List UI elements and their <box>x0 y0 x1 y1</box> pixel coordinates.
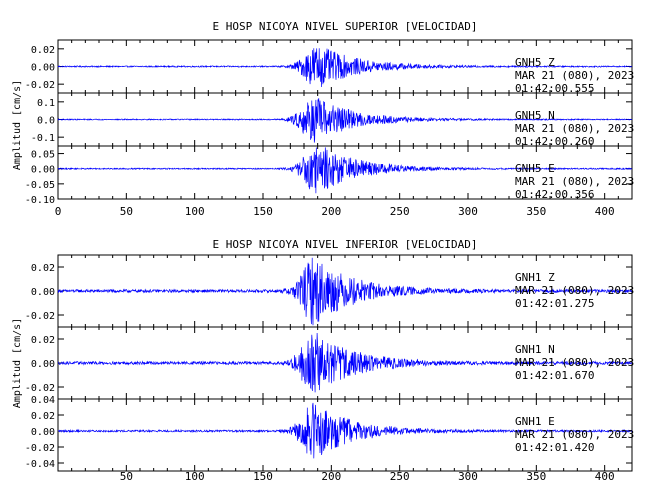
time-label: 01:42:00.555 <box>515 82 594 95</box>
y-tick-label: -0.10 <box>25 195 55 206</box>
waveform-line <box>57 257 633 326</box>
y-tick-label: -0.02 <box>25 80 55 91</box>
y-tick-label: -0.1 <box>31 133 55 144</box>
waveform-line <box>57 147 633 194</box>
x-tick-label: 400 <box>595 470 615 483</box>
y-tick-label: -0.05 <box>25 180 55 191</box>
y-tick-label: 0.02 <box>31 263 55 274</box>
waveform-line <box>57 48 633 88</box>
chart-title: E HOSP NICOYA NIVEL SUPERIOR [VELOCIDAD] <box>213 20 478 33</box>
x-tick-label: 350 <box>526 205 546 218</box>
date-label: MAR 21 (080), 2023 <box>515 69 634 82</box>
waveform-line <box>57 332 633 393</box>
chart-panel-1: E HOSP NICOYA NIVEL SUPERIOR [VELOCIDAD]… <box>12 20 634 218</box>
waveform-line <box>57 402 633 459</box>
y-tick-label: 0.02 <box>31 411 55 422</box>
x-tick-label: 200 <box>321 205 341 218</box>
chart-title: E HOSP NICOYA NIVEL INFERIOR [VELOCIDAD] <box>213 238 478 251</box>
station-label: GNH1 N <box>515 343 555 356</box>
time-label: 01:42:00.260 <box>515 135 594 148</box>
x-tick-label: 0 <box>55 205 62 218</box>
date-label: MAR 21 (080), 2023 <box>515 122 634 135</box>
waveform-line <box>57 98 633 143</box>
date-label: MAR 21 (080), 2023 <box>515 356 634 369</box>
y-tick-label: 0.1 <box>37 98 55 109</box>
x-tick-label: 50 <box>120 205 133 218</box>
y-tick-label: 0.0 <box>37 116 55 127</box>
y-tick-label: 0.00 <box>31 287 55 298</box>
y-tick-label: -0.04 <box>25 459 55 470</box>
date-label: MAR 21 (080), 2023 <box>515 428 634 441</box>
date-label: MAR 21 (080), 2023 <box>515 175 634 188</box>
x-tick-label: 300 <box>458 205 478 218</box>
x-tick-label: 100 <box>185 205 205 218</box>
y-axis-label: Amplitud [cm/s] <box>12 318 23 408</box>
x-tick-label: 250 <box>390 470 410 483</box>
date-label: MAR 21 (080), 2023 <box>515 284 634 297</box>
x-tick-label: 400 <box>595 205 615 218</box>
x-tick-label: 150 <box>253 205 273 218</box>
x-tick-label: 100 <box>185 470 205 483</box>
station-label: GNH5 Z <box>515 56 555 69</box>
x-tick-label: 350 <box>526 470 546 483</box>
time-label: 01:42:00.356 <box>515 188 594 201</box>
y-tick-label: 0.00 <box>31 359 55 370</box>
station-label: GNH5 E <box>515 162 555 175</box>
y-tick-label: 0.00 <box>31 165 55 176</box>
y-tick-label: 0.02 <box>31 335 55 346</box>
station-label: GNH1 E <box>515 415 555 428</box>
y-tick-label: 0.00 <box>31 63 55 74</box>
time-label: 01:42:01.670 <box>515 369 594 382</box>
y-tick-label: 0.02 <box>31 45 55 56</box>
y-tick-label: -0.02 <box>25 383 55 394</box>
y-axis-label: Amplitud [cm/s] <box>12 80 23 170</box>
station-label: GNH1 Z <box>515 271 555 284</box>
x-tick-label: 50 <box>120 470 133 483</box>
station-label: GNH5 N <box>515 109 555 122</box>
y-tick-label: -0.02 <box>25 311 55 322</box>
y-tick-label: -0.02 <box>25 443 55 454</box>
y-tick-label: 0.04 <box>31 395 55 406</box>
x-tick-label: 300 <box>458 470 478 483</box>
x-tick-label: 250 <box>390 205 410 218</box>
x-tick-label: 200 <box>321 470 341 483</box>
y-tick-label: 0.00 <box>31 427 55 438</box>
time-label: 01:42:01.275 <box>515 297 594 310</box>
chart-panel-2: E HOSP NICOYA NIVEL INFERIOR [VELOCIDAD]… <box>12 238 634 483</box>
time-label: 01:42:01.420 <box>515 441 594 454</box>
x-tick-label: 150 <box>253 470 273 483</box>
y-tick-label: 0.05 <box>31 150 55 161</box>
